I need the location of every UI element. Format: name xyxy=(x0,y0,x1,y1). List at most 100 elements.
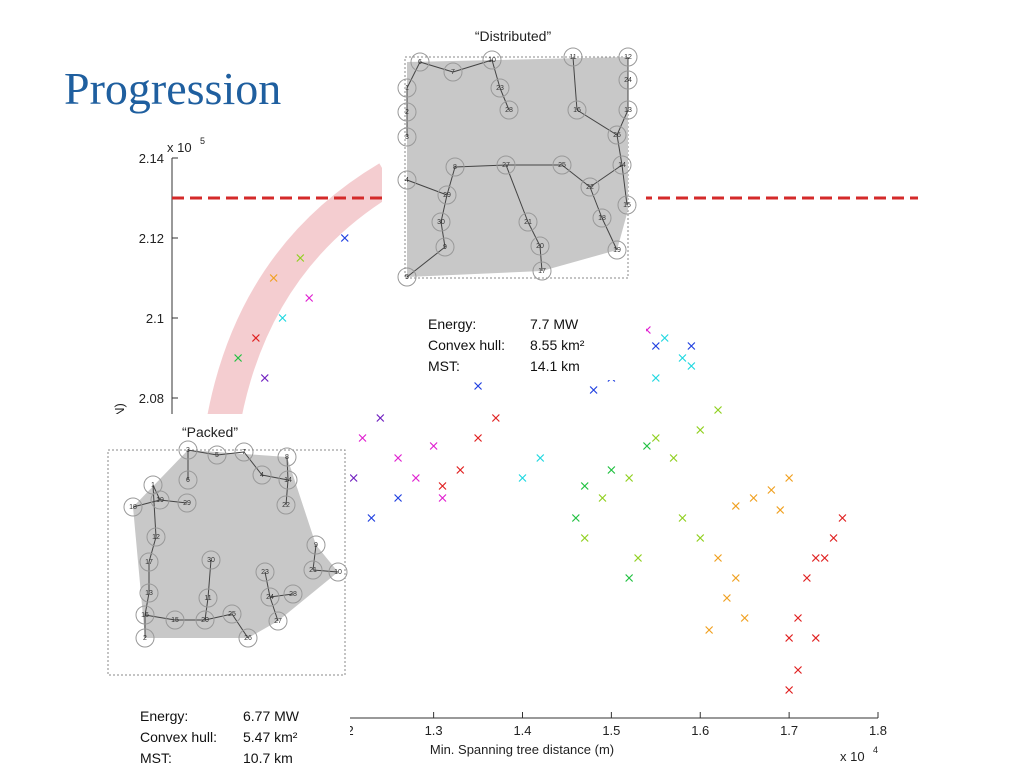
turbine-label: 16 xyxy=(141,612,149,619)
turbine-label: 3 xyxy=(405,134,409,141)
tree-edge xyxy=(144,592,150,616)
turbine xyxy=(431,212,451,232)
turbine-label: 22 xyxy=(282,502,290,509)
stat-value: 14.1 km xyxy=(530,358,580,374)
point xyxy=(687,342,696,350)
turbine xyxy=(618,47,638,67)
tree-edge xyxy=(561,164,591,188)
turbine-label: 5 xyxy=(215,452,219,459)
point xyxy=(785,634,794,642)
turbine xyxy=(178,470,198,490)
y-scale-base: x 10 xyxy=(167,140,192,155)
point xyxy=(260,374,269,382)
turbine-label: 14 xyxy=(284,477,292,484)
turbine xyxy=(268,611,288,631)
turbine xyxy=(283,584,303,604)
turbine xyxy=(178,440,198,460)
x-tick-label: 1.4 xyxy=(513,723,531,738)
turbine xyxy=(607,125,627,145)
turbine xyxy=(150,490,170,510)
turbine xyxy=(397,170,417,190)
turbine xyxy=(530,236,550,256)
turbine-label: 20 xyxy=(536,243,544,250)
tree-edge xyxy=(539,245,543,272)
point xyxy=(678,354,687,362)
tree-edge xyxy=(204,597,209,621)
turbine-label: 16 xyxy=(573,107,581,114)
turbine xyxy=(277,447,297,467)
turbine xyxy=(592,208,612,228)
tree-edge xyxy=(406,61,421,89)
turbine-label: 2 xyxy=(405,109,409,116)
point xyxy=(438,494,447,502)
tree-edge xyxy=(159,499,188,504)
turbine-label: 27 xyxy=(502,162,510,169)
turbine xyxy=(198,588,218,608)
point xyxy=(696,426,705,434)
turbine xyxy=(618,70,638,90)
turbine xyxy=(482,50,502,70)
turbine-label: 19 xyxy=(156,497,164,504)
point xyxy=(411,474,420,482)
point xyxy=(660,334,669,342)
point xyxy=(651,374,660,382)
point xyxy=(678,514,687,522)
turbine xyxy=(222,604,242,624)
stat-label: Energy: xyxy=(140,708,188,724)
tree-edge xyxy=(285,479,289,506)
point xyxy=(829,534,838,542)
point xyxy=(811,554,820,562)
turbine xyxy=(499,100,519,120)
point xyxy=(802,574,811,582)
tree-edge xyxy=(576,109,618,136)
turbine-label: 12 xyxy=(624,54,632,61)
point xyxy=(794,614,802,622)
turbine-label: 24 xyxy=(266,594,274,601)
turbine-label: 2 xyxy=(143,635,147,642)
x-tick-label: 1.8 xyxy=(869,723,887,738)
turbine-label: 11 xyxy=(204,595,211,602)
tree-edge xyxy=(207,559,212,599)
stat-value: 6.77 MW xyxy=(243,708,300,724)
point xyxy=(714,554,722,562)
stat-label: MST: xyxy=(428,358,460,374)
point xyxy=(394,494,402,502)
turbine-label: 26 xyxy=(244,635,252,642)
tree-edge xyxy=(406,179,448,196)
tree-edge xyxy=(446,166,456,196)
x-scale-exponent: 4 xyxy=(873,745,878,755)
point xyxy=(625,474,634,482)
point xyxy=(234,354,243,362)
point xyxy=(571,514,580,522)
tree-edge xyxy=(491,59,501,89)
point xyxy=(580,534,589,542)
turbine xyxy=(490,78,510,98)
turbine xyxy=(135,605,155,625)
turbine xyxy=(435,237,455,257)
turbine xyxy=(139,552,159,572)
turbine-label: 18 xyxy=(598,215,606,222)
turbine xyxy=(177,493,197,513)
tree-edge xyxy=(527,221,541,247)
tree-edge xyxy=(148,536,157,563)
turbine-label: 9 xyxy=(314,542,318,549)
point xyxy=(705,626,714,634)
point xyxy=(376,414,385,422)
turbine-label: 8 xyxy=(453,164,457,171)
x-tick-label: 1.5 xyxy=(602,723,620,738)
point xyxy=(607,466,616,474)
point xyxy=(438,482,447,490)
turbine-label: 10 xyxy=(488,57,496,64)
point xyxy=(394,454,402,462)
turbine xyxy=(123,497,143,517)
turbine-label: 17 xyxy=(538,268,546,275)
inset-title: “Distributed” xyxy=(475,28,552,44)
point xyxy=(838,514,847,522)
turbine xyxy=(607,240,627,260)
tree-edge xyxy=(589,164,623,188)
turbine-label: 6 xyxy=(418,59,422,66)
point xyxy=(696,534,705,542)
tree-edge xyxy=(204,613,233,621)
